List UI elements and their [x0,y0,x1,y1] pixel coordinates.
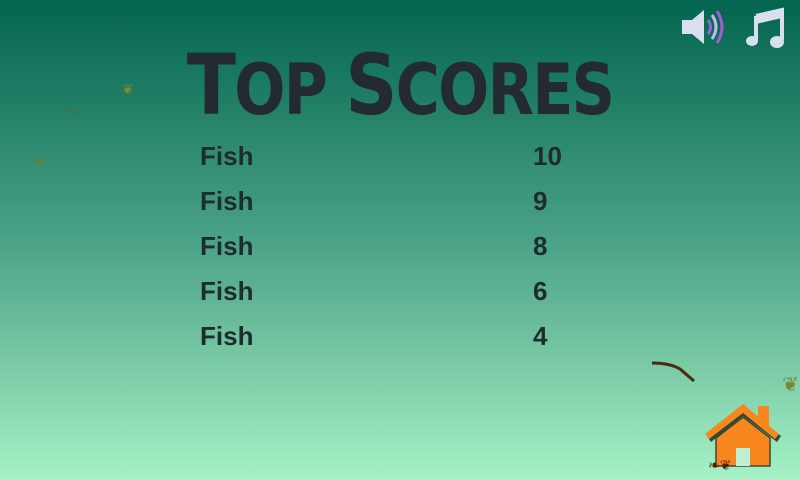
player-score: 9 [533,186,548,216]
player-name: Fish [200,231,254,261]
title-letter: T [186,36,236,134]
score-row: Fish 10 [0,141,800,181]
leaf-decoration: ❧ [34,154,46,170]
player-score: 10 [533,141,562,171]
score-row: Fish 8 [0,231,800,271]
title-part: OP [234,49,346,131]
music-note-icon[interactable] [744,6,788,50]
score-row: Fish 6 [0,276,800,316]
leaf-decoration: ❦ [782,372,799,396]
score-row: Fish 9 [0,186,800,226]
player-score: 8 [533,231,548,261]
page-title: TOP SCORES [179,40,621,135]
leaf-decoration: ❦ [122,82,134,98]
player-score: 4 [533,321,548,351]
speaker-icon[interactable] [680,6,728,48]
home-icon[interactable] [703,402,785,474]
player-name: Fish [200,276,254,306]
seaweed-decoration: ❧❦ [708,458,732,474]
score-row: Fish 4 [0,321,800,361]
seaweed-decoration: ෴ [62,102,76,118]
twig-decoration [651,361,695,383]
player-name: Fish [200,186,254,216]
player-name: Fish [200,321,254,351]
title-letter: S [345,36,397,134]
player-score: 6 [533,276,548,306]
player-name: Fish [200,141,254,171]
title-part: CORES [395,49,615,131]
